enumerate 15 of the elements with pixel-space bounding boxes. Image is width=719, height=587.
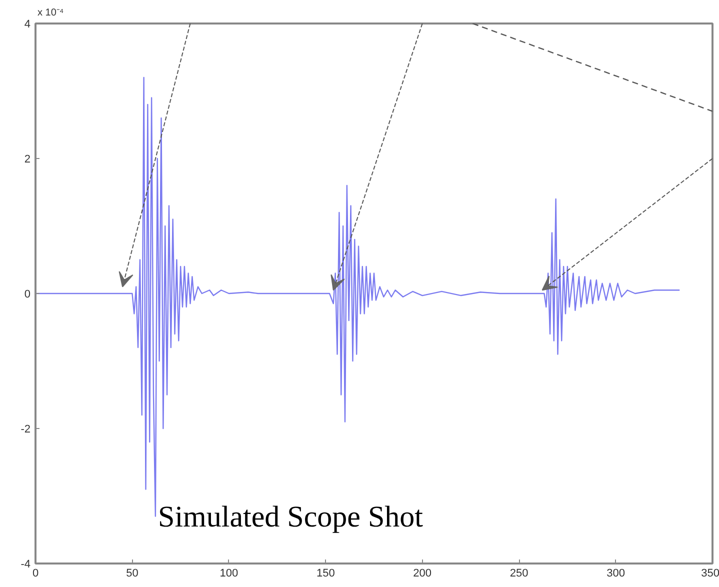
text: x 10⁻⁴: [38, 8, 64, 18]
x-tick-label: 150: [316, 568, 335, 580]
annotation: Simulated Scope Shot: [158, 500, 424, 534]
x-tick-label: 50: [126, 568, 138, 580]
y-tick-label: 2: [24, 154, 31, 166]
x-tick-label: 200: [413, 568, 432, 580]
x-tick-label: 350: [701, 568, 719, 580]
x-tick-label: 100: [220, 568, 238, 580]
x-tick-label: 300: [606, 568, 625, 580]
x-tick-label: 250: [510, 568, 528, 580]
y-tick-label: -4: [20, 558, 30, 570]
y-tick-label: 0: [24, 288, 31, 300]
y-tick-label: 4: [24, 18, 31, 30]
x-tick-label: 0: [32, 568, 39, 580]
y-tick-label: -2: [20, 424, 30, 436]
